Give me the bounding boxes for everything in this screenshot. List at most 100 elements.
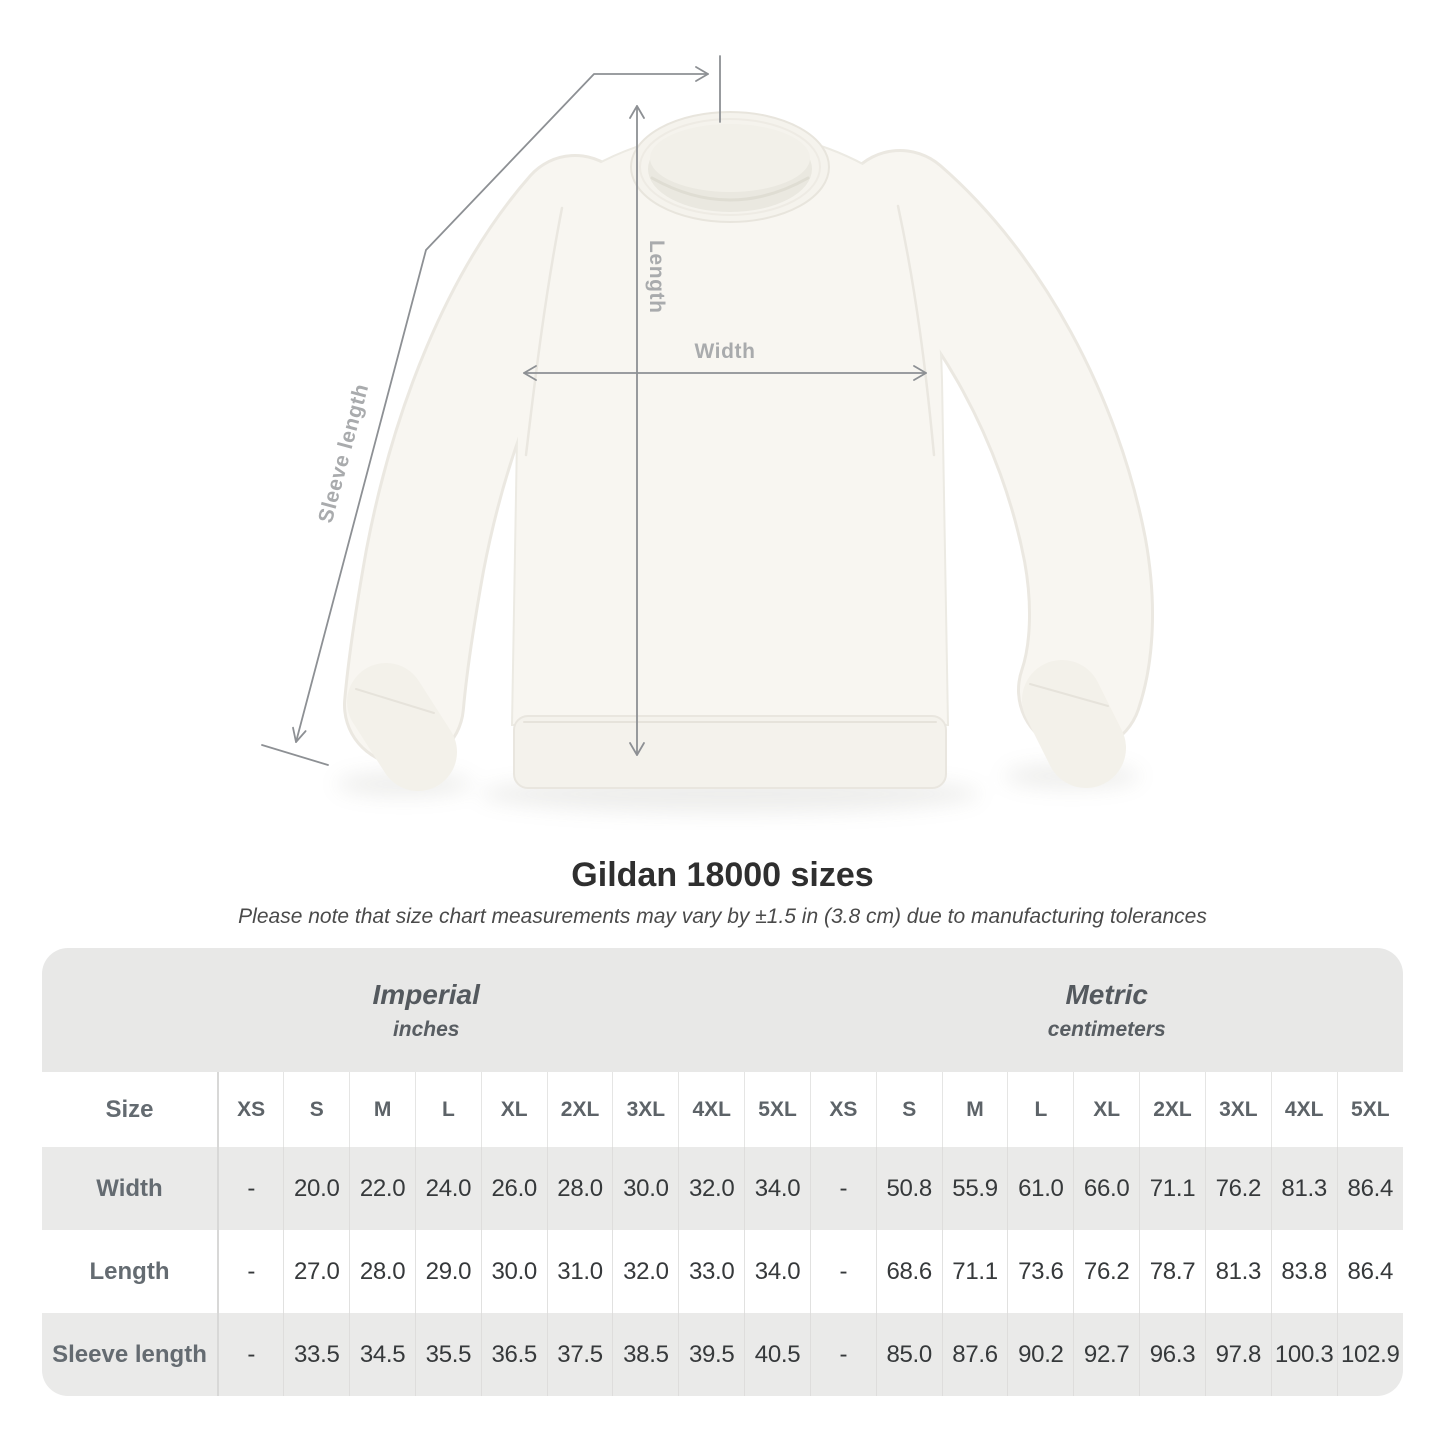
sleeve-arrow-right [695,66,709,82]
size-value-cell: 86.4 [1336,1230,1403,1313]
measurement-row-label: Width [96,1174,163,1202]
size-value-cell: 36.5 [480,1313,548,1396]
size-value-cell: 50.8 [875,1147,943,1230]
size-value-cell: 71.1 [941,1230,1008,1313]
size-value-cell: - [217,1313,284,1396]
size-value-cell: 68.6 [875,1230,943,1313]
table-row: Width -20.0 22.0 24.0 26.0 28.0 30.0 32.0 34.0-5… [42,1147,1403,1230]
size-value-cell: 20.0 [283,1147,350,1230]
unit-group-unit: inches [392,1018,460,1042]
size-value-cell: 32.0 [612,1230,679,1313]
size-value-cell: 81.3 [1204,1230,1272,1313]
size-header-s-metric: S [875,1072,943,1147]
size-value-cell: 34.0 [744,1147,811,1230]
size-header-2xl-imperial: 2XL [546,1072,613,1147]
size-value-cell: 29.0 [414,1230,482,1313]
size-value-cell: 92.7 [1073,1313,1140,1396]
size-value-cell: 96.3 [1139,1313,1206,1396]
unit-group-imperial: Imperial inches [42,948,811,1072]
table-row: Length -27.0 28.0 29.0 30.0 31.0 32.0 33.0 34.0-… [42,1230,1403,1313]
size-column-header: Size [42,1072,218,1147]
size-value-cell: 35.5 [414,1313,482,1396]
size-value-cell: 97.8 [1204,1313,1272,1396]
size-value-cell: - [217,1230,284,1313]
size-header-l-imperial: L [414,1072,482,1147]
sleeve-cuff-tick [261,744,329,766]
size-value-cell: 33.0 [678,1230,745,1313]
sleeve-arrow-end [292,726,307,743]
size-value-cell: 30.0 [480,1230,548,1313]
table-row: Sleeve length -33.5 34.5 35.5 36.5 37.5 38.5 39… [42,1313,1403,1396]
sweatshirt-illustration [343,111,1155,791]
page-title: Gildan 18000 sizes [571,856,874,894]
size-value-cell: - [809,1147,877,1230]
size-value-cell: 38.5 [612,1313,679,1396]
size-header-m-imperial: M [349,1072,416,1147]
size-value-cell: 76.2 [1204,1147,1272,1230]
size-header-5xl-metric: 5XL [1336,1072,1403,1147]
size-value-cell: 76.2 [1073,1230,1140,1313]
size-value-cell: 28.0 [349,1230,416,1313]
size-value-cell: 40.5 [744,1313,811,1396]
unit-group-unit: centimeters [1047,1018,1166,1042]
sleeve-length-line [295,73,709,743]
size-value-cell: 33.5 [283,1313,350,1396]
size-value-cell: 26.0 [480,1147,548,1230]
size-value-cell: 31.0 [546,1230,613,1313]
size-value-cell: 73.6 [1007,1230,1074,1313]
unit-group-name: Metric [1065,978,1148,1010]
measurement-lines [261,55,927,766]
size-value-cell: 37.5 [546,1313,613,1396]
width-arrow-left [523,365,537,381]
size-value-cell: - [809,1313,877,1396]
size-value-cell: 78.7 [1139,1230,1206,1313]
size-value-cell: 32.0 [678,1147,745,1230]
size-value-cell: 85.0 [875,1313,943,1396]
unit-group-name: Imperial [372,978,480,1010]
size-value-cell: 27.0 [283,1230,350,1313]
length-arrow-bottom [629,742,645,756]
size-header-m-metric: M [941,1072,1008,1147]
size-header-s-imperial: S [283,1072,350,1147]
size-header-xs-metric: XS [809,1072,877,1147]
size-value-cell: 71.1 [1139,1147,1206,1230]
size-value-cell: 30.0 [612,1147,679,1230]
size-value-cell: 87.6 [941,1313,1008,1396]
size-value-cell: 61.0 [1007,1147,1074,1230]
size-header-4xl-metric: 4XL [1270,1072,1338,1147]
size-header-4xl-imperial: 4XL [678,1072,745,1147]
width-label: Width [694,340,755,363]
unit-group-metric: Metric centimeters [810,948,1403,1072]
length-label: Length [645,240,668,314]
size-value-cell: 24.0 [414,1147,482,1230]
size-table: Imperial inches Metric centimeters Size XS S M L… [42,948,1403,1396]
size-chart-table: Imperial inches Metric centimeters Size XS S M L… [42,948,1403,1396]
size-header-xl-imperial: XL [480,1072,548,1147]
size-value-cell: 34.5 [349,1313,416,1396]
measurement-row-label: Length [89,1257,170,1285]
size-value-cell: 55.9 [941,1147,1008,1230]
width-arrow-right [913,365,927,381]
size-header-2xl-metric: 2XL [1139,1072,1206,1147]
size-header-xs-imperial: XS [217,1072,284,1147]
size-header-3xl-metric: 3XL [1204,1072,1272,1147]
tolerance-note: Please note that size chart measurements… [238,905,1207,928]
size-value-cell: 81.3 [1270,1147,1338,1230]
size-header-5xl-imperial: 5XL [744,1072,811,1147]
size-value-cell: 66.0 [1073,1147,1140,1230]
size-header-xl-metric: XL [1073,1072,1140,1147]
size-value-cell: 83.8 [1270,1230,1338,1313]
size-value-cell: - [809,1230,877,1313]
length-arrow-top [629,105,645,119]
size-value-cell: 22.0 [349,1147,416,1230]
size-value-cell: 39.5 [678,1313,745,1396]
size-value-cell: - [217,1147,284,1230]
size-value-cell: 34.0 [744,1230,811,1313]
sweatshirt-measurement-diagram: Width Length Sleeve length [261,55,1155,813]
size-value-cell: 102.9 [1336,1313,1403,1396]
size-value-cell: 28.0 [546,1147,613,1230]
size-value-cell: 100.3 [1270,1313,1338,1396]
sleeve-length-label: Sleeve length [314,381,373,525]
measurement-row-label: Sleeve length [52,1340,207,1368]
size-header-3xl-imperial: 3XL [612,1072,679,1147]
